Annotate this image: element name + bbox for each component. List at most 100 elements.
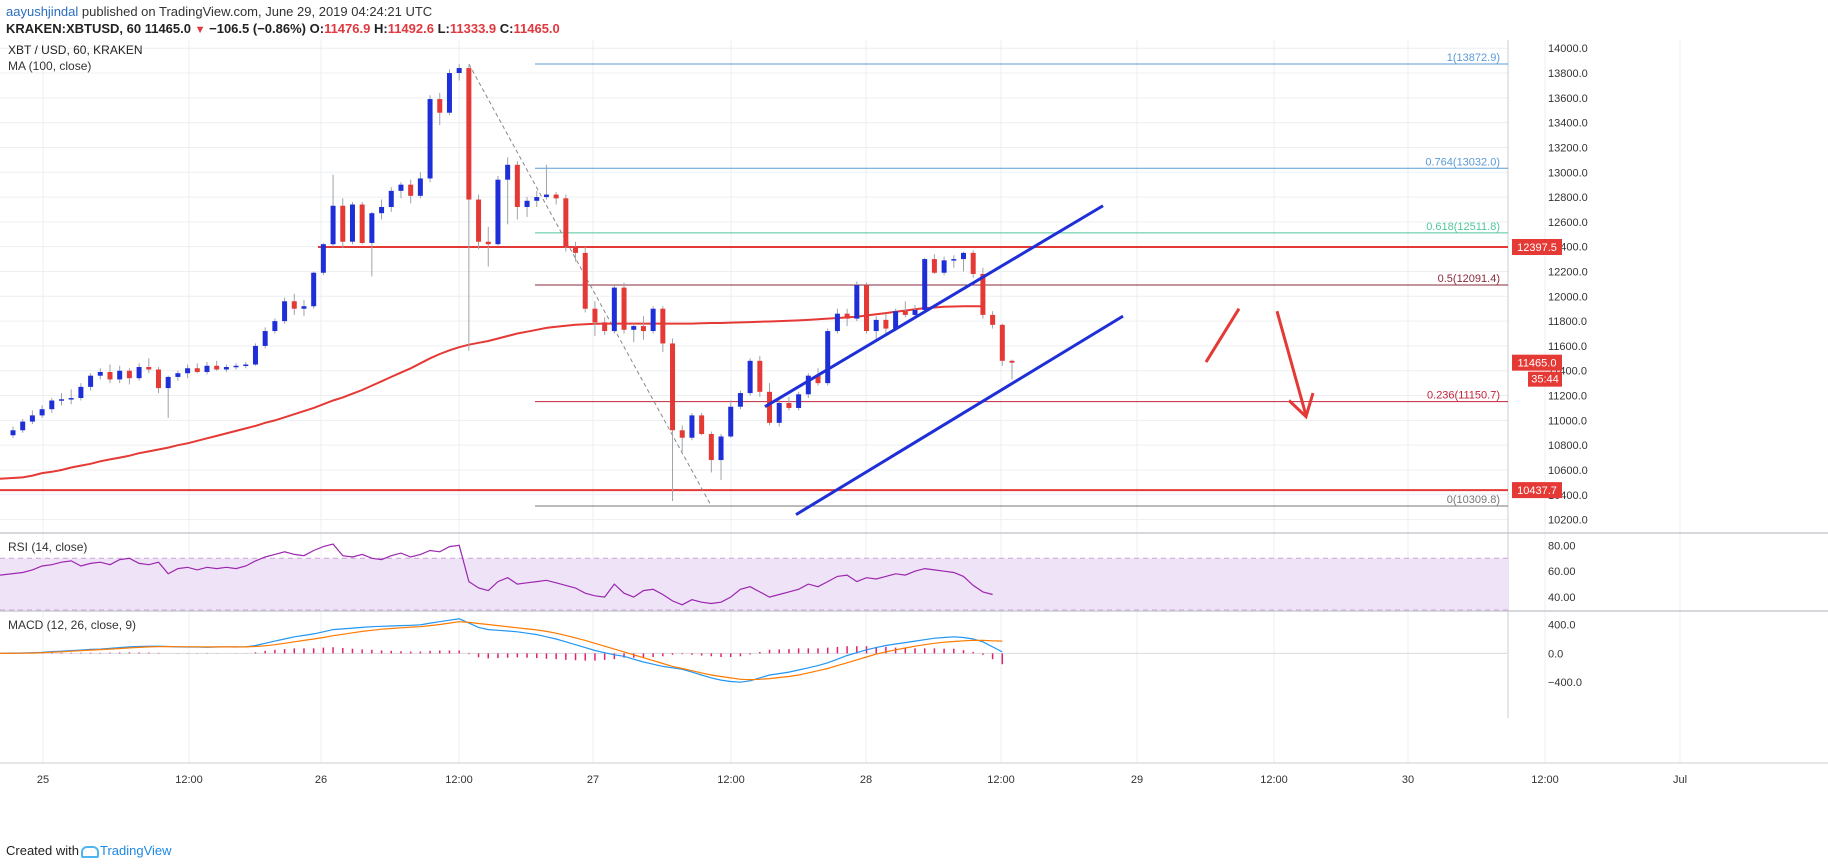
candle-body xyxy=(243,364,249,367)
high-value: 11492.6 xyxy=(387,21,434,36)
candle xyxy=(49,398,55,413)
candle-body xyxy=(214,365,220,370)
candle xyxy=(20,419,26,433)
price-tick-label: 12200.0 xyxy=(1548,266,1588,278)
candle-body xyxy=(476,199,482,242)
candle xyxy=(999,323,1005,366)
candle-body xyxy=(951,259,957,261)
candle-body xyxy=(417,178,423,196)
quote-line: KRAKEN:XBTUSD, 60 11465.0 ▼ −106.5 (−0.8… xyxy=(6,21,560,36)
candle xyxy=(922,257,928,314)
candle-body xyxy=(388,190,394,207)
candle-body xyxy=(349,204,355,242)
candle xyxy=(931,254,937,274)
candle-body xyxy=(640,326,646,332)
time-tick-label: 28 xyxy=(860,774,872,786)
candle-body xyxy=(670,343,676,431)
ma-legend: MA (100, close) xyxy=(8,59,91,73)
candle-body xyxy=(970,252,976,274)
close-value: 11465.0 xyxy=(513,21,560,36)
trading-chart[interactable]: 14000.0 13800.0 13600.0 13400.0 13200.0 13000… xyxy=(0,40,1828,840)
candle-body xyxy=(165,376,171,389)
tradingview-brand[interactable]: TradingView xyxy=(99,843,172,858)
candle-body xyxy=(602,322,608,332)
time-tick-label: 25 xyxy=(37,774,49,786)
candle-body xyxy=(737,393,743,407)
candle xyxy=(320,242,326,276)
candle xyxy=(291,293,297,315)
candle-body xyxy=(776,402,782,423)
candle xyxy=(970,250,976,278)
candle-body xyxy=(126,370,132,379)
candle-body xyxy=(1009,360,1015,363)
level-price-tag xyxy=(1512,482,1562,499)
level-price-tag xyxy=(1512,238,1562,255)
candle xyxy=(165,375,171,418)
author-link[interactable]: aayushjindal xyxy=(6,4,79,19)
candle-body xyxy=(155,369,161,389)
candle xyxy=(534,190,540,207)
candle-body xyxy=(718,436,724,461)
candle-body xyxy=(708,434,714,461)
macd-tick-label: −400.0 xyxy=(1548,677,1582,689)
candle-body xyxy=(922,259,928,310)
candle-body xyxy=(825,331,831,384)
candle-body xyxy=(796,394,802,408)
candle xyxy=(349,202,355,245)
candle xyxy=(776,399,782,427)
candle xyxy=(582,246,588,313)
candle-body xyxy=(786,402,792,408)
candle-body xyxy=(834,313,840,332)
time-tick-label: 12:00 xyxy=(445,774,473,786)
candle-body xyxy=(97,371,103,376)
time-tick-label: 29 xyxy=(1131,774,1143,786)
candle xyxy=(88,373,94,391)
candle-body xyxy=(437,99,443,113)
moving-average-line xyxy=(0,305,983,480)
candle xyxy=(505,157,511,225)
candle xyxy=(699,412,705,436)
candle xyxy=(786,396,792,411)
candle-body xyxy=(941,260,947,273)
candle-body xyxy=(194,368,200,372)
candle xyxy=(514,161,520,220)
candle-body xyxy=(505,164,511,180)
candle-body xyxy=(446,73,452,113)
candle xyxy=(854,281,860,322)
candle xyxy=(398,182,404,199)
rsi-tick-label: 40.00 xyxy=(1548,592,1576,604)
candle xyxy=(718,434,724,480)
down-arrow-icon: ▼ xyxy=(194,24,206,36)
candle-body xyxy=(902,311,908,315)
candle xyxy=(844,308,850,327)
candle xyxy=(563,194,569,252)
price-tick-label: 13200.0 xyxy=(1548,142,1588,154)
symbol-label: KRAKEN:XBTUSD, 60 xyxy=(6,21,142,36)
candle xyxy=(640,316,646,340)
candle-body xyxy=(699,415,705,434)
candle xyxy=(476,194,482,250)
candle-body xyxy=(990,314,996,325)
time-tick-label: 12:00 xyxy=(717,774,745,786)
candle-body xyxy=(68,398,74,400)
candle xyxy=(262,327,268,349)
price-tick-label: 13000.0 xyxy=(1548,167,1588,179)
time-tick-label: Jul xyxy=(1673,774,1687,786)
candle xyxy=(670,338,676,501)
candle-body xyxy=(78,386,84,399)
fib-level-label: 0.5(12091.4) xyxy=(1438,273,1500,285)
candle xyxy=(456,64,462,81)
price-tick-label: 11200.0 xyxy=(1548,391,1587,403)
candle xyxy=(272,318,278,334)
price-tick-label: 11000.0 xyxy=(1548,415,1587,427)
candle-body xyxy=(29,415,35,422)
candle xyxy=(650,306,656,334)
candle xyxy=(902,301,908,318)
candle-body xyxy=(301,306,307,309)
channel-upper-line xyxy=(764,204,1104,408)
candle-body xyxy=(175,373,181,377)
candle-body xyxy=(873,319,879,332)
candle-body xyxy=(592,308,598,323)
fib-level-label: 0.236(11150.7) xyxy=(1427,390,1500,402)
candle xyxy=(39,405,45,418)
